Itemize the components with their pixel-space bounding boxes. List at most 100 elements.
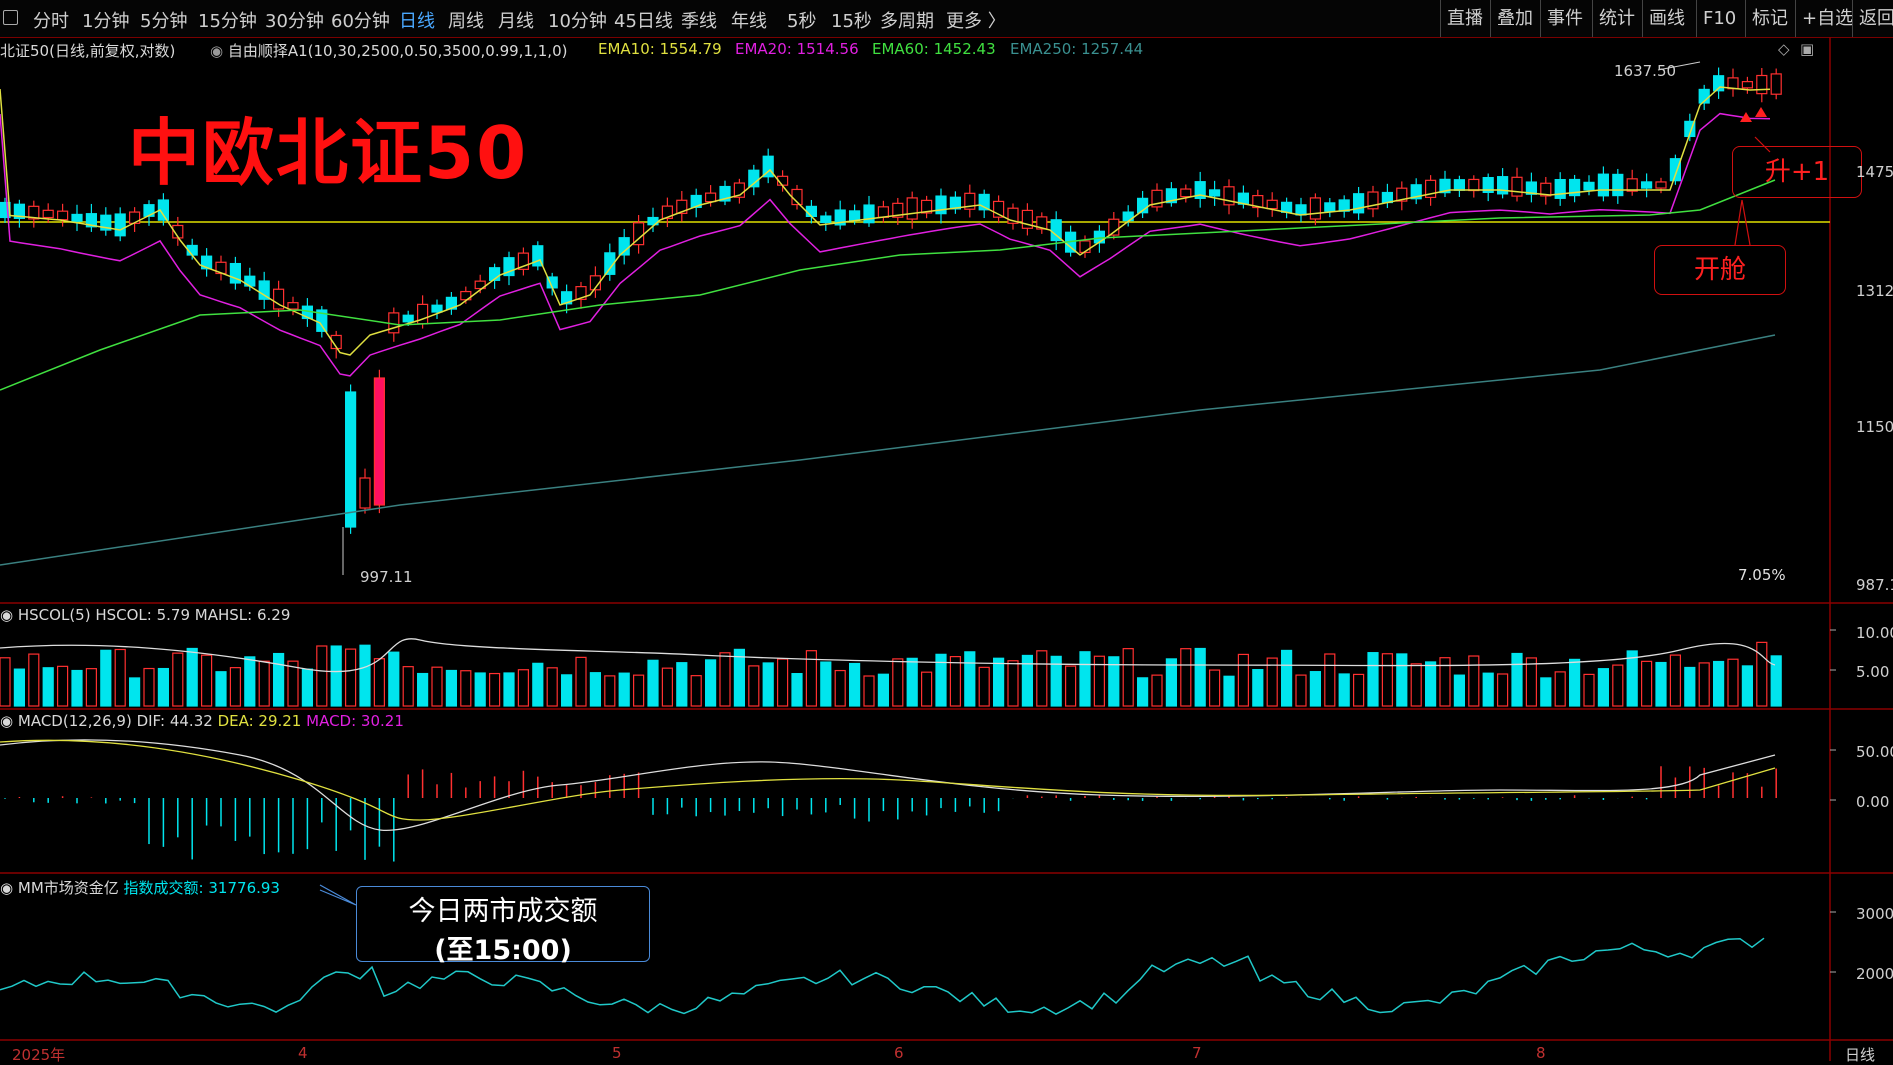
period-tab[interactable]: 10分钟 (548, 11, 607, 32)
candle (805, 205, 818, 218)
period-tab[interactable]: 45日线 (614, 11, 673, 32)
volume-bar (532, 662, 544, 707)
candle (1108, 218, 1120, 236)
toolbar-button[interactable]: 返回 (1852, 0, 1893, 37)
volume-bar (1568, 658, 1581, 707)
volume-bar (1453, 674, 1466, 707)
volume-bar (215, 671, 227, 707)
period-tab[interactable]: 月线 (498, 11, 534, 32)
volume-bar (517, 669, 530, 707)
period-tab[interactable]: 15秒 (831, 11, 872, 32)
volume-bar (1252, 669, 1264, 707)
volume-bar (229, 667, 241, 707)
mm-axis-label: 30000 (1856, 905, 1893, 923)
macd-toggle-icon[interactable]: ◉ (0, 712, 14, 730)
toolbar-button[interactable]: 画线 (1642, 0, 1691, 37)
volume-bar (1352, 673, 1365, 707)
volume-bar (719, 652, 731, 707)
toolbar-button[interactable]: 直播 (1440, 0, 1489, 37)
period-tab[interactable]: 5秒 (787, 11, 817, 32)
candle (258, 280, 270, 300)
period-tab[interactable]: 季线 (681, 11, 717, 32)
mm-axis-label: 20000 (1856, 965, 1893, 983)
candle (1568, 178, 1581, 197)
volume-bar (546, 667, 558, 707)
diamond-icon[interactable]: ◇ (1778, 40, 1790, 58)
volume-bar (373, 658, 385, 707)
maximize-icon[interactable]: ▣ (1800, 40, 1815, 58)
period-tab[interactable]: 60分钟 (331, 11, 390, 32)
candle (373, 377, 385, 506)
macd-axis-label: 0.00 (1856, 793, 1890, 811)
toolbar-button[interactable]: 事件 (1540, 0, 1589, 37)
period-tab[interactable]: 30分钟 (265, 11, 324, 32)
period-tab[interactable]: 多周期 (880, 11, 934, 32)
candle (1684, 120, 1696, 138)
toolbar-button[interactable]: 统计 (1592, 0, 1641, 37)
toolbar-button[interactable]: 标记 (1745, 0, 1794, 37)
date-axis-label: 6 (894, 1044, 904, 1062)
indicator-toggle-icon[interactable]: ◉ (210, 42, 228, 60)
volume-bar (791, 673, 803, 707)
volume-bar (157, 667, 169, 707)
period-toolbar: 分时 1分钟 5分钟 15分钟 30分钟 60分钟 日线 周线 月线 10分钟 45日线 季线 年线 5秒… (0, 0, 1893, 38)
period-tab[interactable]: 年线 (731, 11, 767, 32)
volume-bar (733, 648, 746, 707)
candle (28, 205, 40, 220)
macd-title: ◉ MACD(12,26,9) DIF: 44.32 DEA: 29.21 MA… (0, 712, 404, 730)
candle (877, 206, 890, 218)
period-tab[interactable]: 1分钟 (82, 11, 130, 32)
candle (489, 267, 501, 281)
chart-annotation-title: 中欧北证50 (128, 111, 529, 195)
volume-bar (1021, 654, 1034, 707)
callout-pointer (1734, 199, 1751, 246)
volume-bar (1669, 654, 1682, 707)
candle (1727, 77, 1739, 90)
dif-line (0, 739, 1776, 831)
candle (42, 209, 54, 219)
volume-bar (345, 648, 357, 707)
period-tab[interactable]: 日线 (399, 11, 435, 32)
volume-bar (848, 662, 861, 707)
toolbar-button[interactable]: +自选 (1795, 0, 1859, 37)
candle (906, 197, 918, 220)
volume-bar (1727, 658, 1739, 707)
turnover-note-line2: (至15:00) (434, 935, 572, 966)
candle (56, 210, 69, 221)
volume-bar (1698, 662, 1710, 707)
volume-bar (776, 658, 789, 707)
volume-bar (1741, 665, 1754, 707)
volume-bar (273, 652, 285, 707)
period-tab[interactable]: 15分钟 (198, 11, 257, 32)
volume-bar (1525, 657, 1538, 707)
mm-toggle-icon[interactable]: ◉ (0, 879, 14, 897)
menu-icon[interactable] (3, 10, 18, 25)
hscol-toggle-icon[interactable]: ◉ (0, 606, 14, 624)
volume-bar (1511, 652, 1523, 707)
volume-bar (1309, 671, 1322, 707)
period-tab[interactable]: 5分钟 (140, 11, 188, 32)
volume-bar (172, 652, 184, 707)
volume-bar (359, 644, 371, 707)
ema250-value: EMA250: 1257.44 (1010, 40, 1144, 58)
volume-bar (1194, 647, 1206, 707)
period-tab[interactable]: 更多 〉 (946, 11, 1006, 32)
date-axis-label: 4 (298, 1044, 308, 1062)
period-label: 日线 (1845, 1046, 1876, 1064)
candle (273, 288, 285, 310)
period-tab[interactable]: 周线 (448, 11, 484, 32)
ema250-line (0, 334, 1776, 566)
candle (1540, 182, 1552, 197)
candle (1741, 81, 1754, 89)
toolbar-button[interactable]: F10 (1696, 0, 1742, 37)
volume-bar (1338, 673, 1350, 707)
volume-bar (402, 666, 414, 707)
volume-bar (330, 645, 342, 707)
toolbar-button[interactable]: 叠加 (1490, 0, 1539, 37)
candle (431, 304, 443, 313)
period-tab[interactable]: 分时 (33, 11, 69, 32)
candle (316, 309, 328, 332)
volume-bar (1770, 655, 1782, 707)
ema10-value: EMA10: 1554.79 (598, 40, 722, 58)
